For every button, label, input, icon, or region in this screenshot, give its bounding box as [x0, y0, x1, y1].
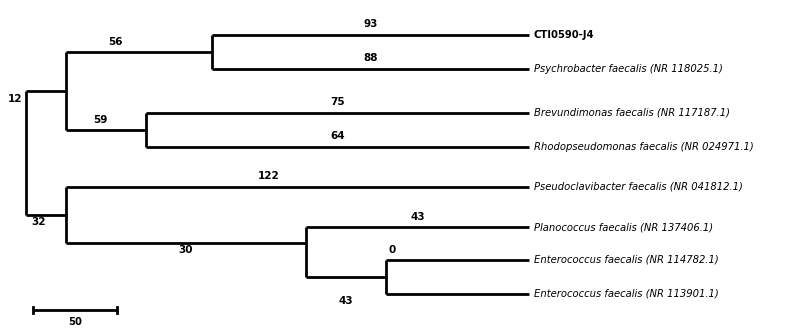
Text: Rhodopseudomonas faecalis (NR 024971.1): Rhodopseudomonas faecalis (NR 024971.1): [533, 141, 752, 151]
Text: 32: 32: [31, 217, 46, 227]
Text: Enterococcus faecalis (NR 113901.1): Enterococcus faecalis (NR 113901.1): [533, 289, 718, 298]
Text: 93: 93: [363, 19, 377, 29]
Text: CTI0590-J4: CTI0590-J4: [533, 30, 593, 40]
Text: Pseudoclavibacter faecalis (NR 041812.1): Pseudoclavibacter faecalis (NR 041812.1): [533, 182, 742, 192]
Text: 59: 59: [93, 115, 107, 125]
Text: 43: 43: [410, 211, 424, 221]
Text: 56: 56: [108, 37, 123, 47]
Text: 0: 0: [388, 245, 395, 255]
Text: 75: 75: [330, 97, 344, 107]
Text: Psychrobacter faecalis (NR 118025.1): Psychrobacter faecalis (NR 118025.1): [533, 64, 722, 74]
Text: Planococcus faecalis (NR 137406.1): Planococcus faecalis (NR 137406.1): [533, 222, 712, 232]
Text: 88: 88: [363, 53, 377, 63]
Text: 50: 50: [68, 317, 82, 327]
Text: 30: 30: [178, 245, 192, 255]
Text: Enterococcus faecalis (NR 114782.1): Enterococcus faecalis (NR 114782.1): [533, 255, 718, 265]
Text: 12: 12: [8, 94, 22, 104]
Text: 64: 64: [330, 131, 344, 141]
Text: Brevundimonas faecalis (NR 117187.1): Brevundimonas faecalis (NR 117187.1): [533, 108, 729, 118]
Text: 122: 122: [257, 171, 279, 181]
Text: 43: 43: [338, 296, 353, 306]
